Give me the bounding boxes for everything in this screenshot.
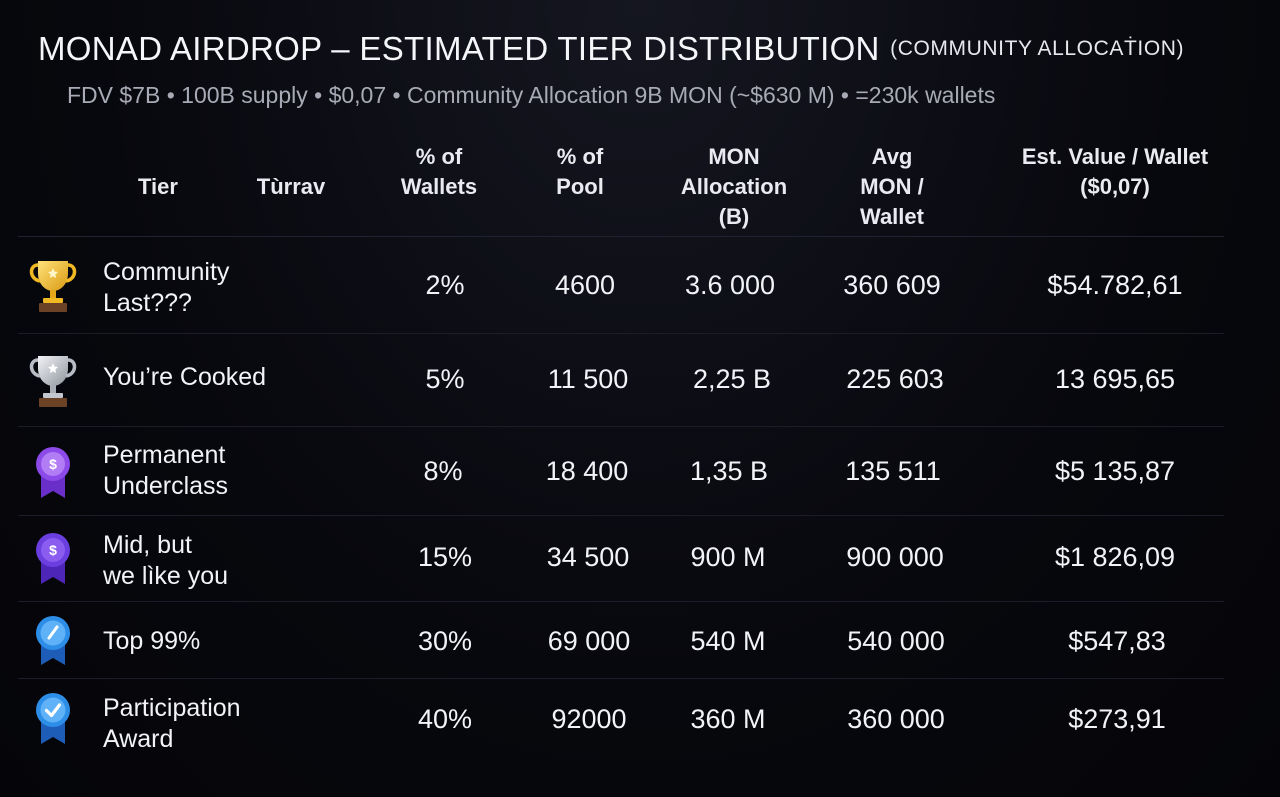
- column-header-turrav: Tùrrav: [256, 174, 326, 199]
- pct-pool-cell: 11 500: [547, 364, 629, 394]
- column-header-avg-mon: Avg MON / Wallet: [860, 144, 924, 229]
- pct-pool-cell: 34 500: [546, 542, 630, 572]
- pct-wallets-cell: 8%: [423, 456, 463, 486]
- pct-pool-cell: 4600: [554, 270, 616, 300]
- pct-pool-cell: 92000: [551, 704, 627, 734]
- blue-check-badge-icon: [36, 616, 70, 665]
- column-header-mon-allocation: MON Allocation (B): [680, 144, 788, 229]
- silver-trophy-icon: [29, 356, 77, 407]
- pct-wallets-cell: 15%: [417, 542, 473, 572]
- est-value-cell: $5 135,87: [1054, 456, 1176, 486]
- tier-name: Participation Award: [103, 694, 241, 753]
- pct-wallets-cell: 30%: [417, 626, 473, 656]
- tier-name: Community Last???: [103, 258, 230, 317]
- pct-wallets-cell: 5%: [425, 364, 465, 394]
- violet-dollar-medal-icon: $: [36, 533, 70, 584]
- tier-name: Mid, but we lìke you: [103, 531, 229, 590]
- tier-name: You’re Cooked: [103, 363, 267, 391]
- est-value-cell: $273,91: [1068, 704, 1166, 734]
- mon-allocation-cell: 2,25 B: [692, 364, 772, 394]
- avg-mon-cell: 360 609: [843, 270, 941, 300]
- avg-mon-cell: 900 000: [846, 542, 944, 572]
- avg-mon-cell: 135 511: [845, 456, 941, 486]
- row-divider: [18, 515, 1224, 516]
- column-header-pct-wallets: % of Wallets: [400, 144, 478, 199]
- est-value-cell: $1 826,09: [1054, 542, 1176, 572]
- column-header-est-value: Est. Value / Wallet ($0,07): [1021, 144, 1209, 199]
- subtitle: FDV $7B • 100B supply • $0,07 • Communit…: [67, 82, 996, 108]
- blue-checkmark-badge-icon: [36, 693, 70, 744]
- pct-wallets-cell: 2%: [425, 270, 465, 300]
- row-divider: [18, 678, 1224, 679]
- avg-mon-cell: 225 603: [846, 364, 944, 394]
- mon-allocation-cell: 3.6 000: [684, 270, 776, 300]
- avg-mon-cell: 540 000: [847, 626, 945, 656]
- mon-allocation-cell: 1,35 B: [689, 456, 769, 486]
- row-divider: [18, 426, 1224, 427]
- header-divider: [18, 236, 1224, 237]
- pct-wallets-cell: 40%: [417, 704, 473, 734]
- mon-allocation-cell: 360 M: [690, 704, 766, 734]
- row-divider: [18, 601, 1224, 602]
- pct-pool-cell: 18 400: [545, 456, 629, 486]
- title-note: (COMMUNITY ALLOCAṪION): [890, 37, 1185, 60]
- est-value-cell: $54.782,61: [1047, 270, 1183, 300]
- gold-trophy-icon: [29, 261, 77, 312]
- column-header-tier: Tier: [138, 174, 178, 199]
- purple-dollar-medal-icon: $: [36, 447, 70, 498]
- tier-name: Top 99%: [103, 627, 201, 655]
- mon-allocation-cell: 540 M: [690, 626, 766, 656]
- mon-allocation-cell: 900 M: [690, 542, 766, 572]
- est-value-cell: $547,83: [1068, 626, 1166, 656]
- page-title: MONAD AIRDROP – ESTIMATED TIER DISTRIBUT…: [38, 30, 1184, 68]
- column-header-pct-pool: % of Pool: [556, 144, 604, 199]
- est-value-cell: 13 695,65: [1054, 364, 1176, 394]
- pct-pool-cell: 69 000: [547, 626, 631, 656]
- svg-text:$: $: [49, 456, 57, 472]
- svg-text:$: $: [49, 542, 57, 558]
- tier-name: Permanent Underclass: [103, 441, 229, 500]
- title-main: MONAD AIRDROP – ESTIMATED TIER DISTRIBUT…: [38, 30, 880, 67]
- avg-mon-cell: 360 000: [847, 704, 945, 734]
- row-divider: [18, 333, 1224, 334]
